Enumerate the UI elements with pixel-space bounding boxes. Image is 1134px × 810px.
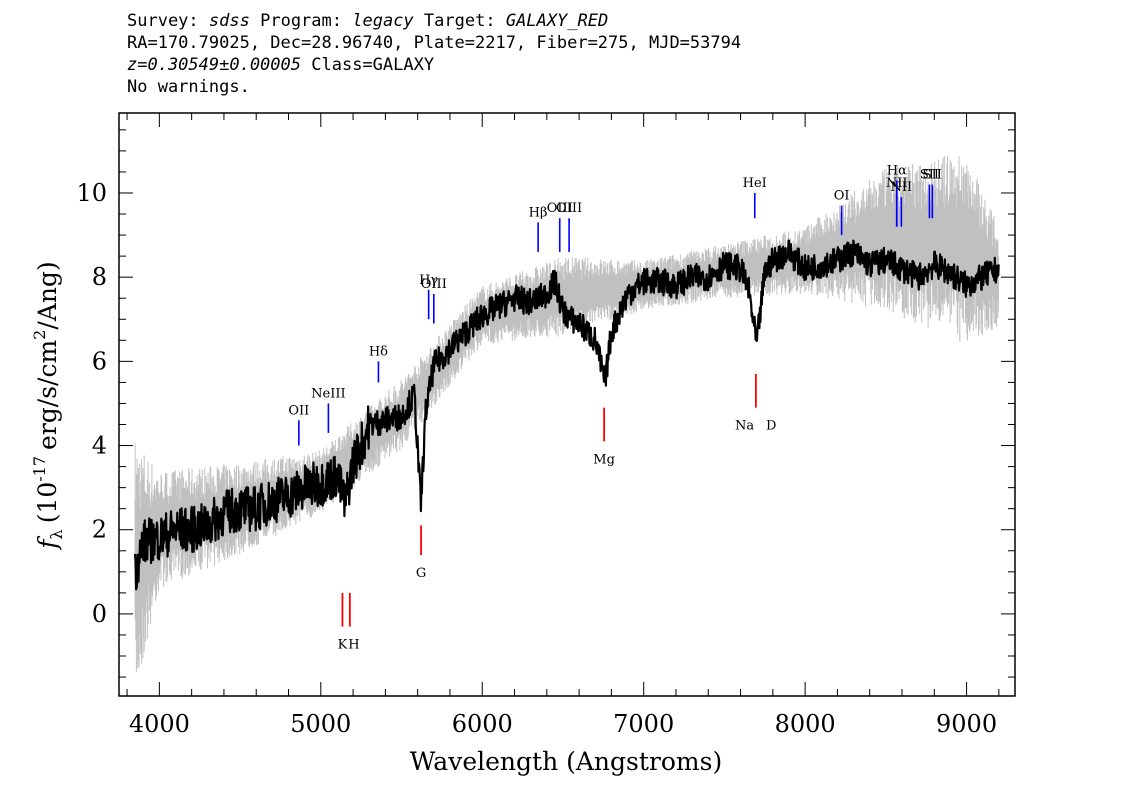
emission-line-label: HeI — [743, 176, 767, 191]
emission-line-label: OIII — [421, 277, 447, 292]
x-tick-label: 9000 — [936, 710, 997, 738]
y-tick-label: 2 — [92, 516, 107, 544]
error-band-path — [134, 156, 999, 672]
x-axis: 4000 5000 6000 7000 8000 9000 — [126, 113, 1000, 738]
survey-value: sdss — [208, 11, 250, 31]
redshift-value: z=0.30549±0.00005 — [127, 55, 301, 75]
absorption-line-label: Mg — [593, 452, 615, 467]
y-tick-label: 4 — [92, 432, 107, 460]
survey-label: Survey: — [127, 11, 199, 31]
absorption-line-label: D — [766, 419, 776, 434]
emission-line-label: OI — [834, 189, 850, 204]
plot-border — [118, 112, 1016, 697]
x-tick-label: 7000 — [613, 710, 674, 738]
flux-series — [134, 239, 1000, 591]
header-line-target: Survey: sdss Program: legacy Target: GAL… — [127, 10, 741, 32]
absorption-line-label: K — [338, 638, 348, 653]
spectrum-header: Survey: sdss Program: legacy Target: GAL… — [127, 10, 741, 98]
emission-line-label: Hδ — [369, 344, 388, 359]
y-axis-label: fλ(10-17erg/s/cm2/Ang) — [30, 261, 66, 550]
emission-line-label: OIII — [547, 201, 573, 216]
header-line-warnings: No warnings. — [127, 77, 250, 97]
emission-line-label: SII — [923, 168, 942, 183]
y-tick-label: 10 — [76, 179, 107, 207]
emission-line-label: NII — [891, 180, 913, 195]
target-value: GALAXY_RED — [505, 11, 609, 31]
x-tick-label: 4000 — [129, 710, 190, 738]
y-tick-label: 0 — [92, 600, 107, 628]
header-line-redshift: z=0.30549±0.00005 Class=GALAXY — [127, 54, 741, 76]
x-tick-label: 5000 — [290, 710, 351, 738]
absorption-line-label: Na — [735, 419, 754, 434]
y-axis: 0 2 4 6 8 10 — [76, 129, 1015, 678]
plot-frame — [118, 112, 1016, 697]
emission-line-label: NeIII — [311, 386, 345, 401]
spectral-line-markers: OIINeIIIHδHγOIIIHβOIIIOIIIHeIOINIIHαNIIS… — [288, 163, 942, 652]
header-line-coordinates: RA=170.79025, Dec=28.96740, Plate=2217, … — [127, 33, 742, 53]
x-tick-label: 6000 — [452, 710, 513, 738]
program-value: legacy — [352, 11, 414, 31]
emission-line-label: Hα — [887, 163, 907, 178]
emission-line-label: Hγ — [419, 273, 438, 288]
emission-line-label: Hβ — [529, 205, 548, 220]
program-label: Program: — [260, 11, 342, 31]
x-tick-label: 8000 — [775, 710, 836, 738]
emission-line-label: OII — [288, 403, 309, 418]
emission-line-label: SII — [920, 168, 939, 183]
absorption-line-label: H — [348, 638, 359, 653]
target-label: Target: — [423, 11, 496, 31]
x-axis-label: Wavelength (Angstroms) — [410, 747, 722, 776]
emission-line-label: OIII — [556, 201, 582, 216]
absorption-line-label: G — [416, 566, 426, 581]
flux-line — [134, 239, 1000, 591]
y-tick-label: 6 — [92, 347, 107, 375]
y-tick-label: 8 — [92, 263, 107, 291]
error-band — [134, 156, 999, 672]
class-value: Class=GALAXY — [311, 55, 435, 75]
